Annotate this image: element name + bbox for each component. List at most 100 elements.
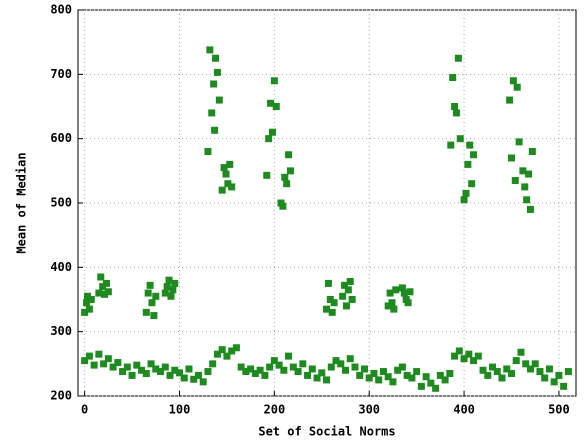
point (536, 368, 544, 376)
point (342, 302, 350, 310)
point (266, 363, 274, 371)
point (167, 292, 175, 300)
point (270, 77, 278, 85)
point (142, 308, 150, 316)
point (474, 352, 482, 360)
point (384, 302, 392, 310)
point (268, 128, 276, 136)
point (468, 180, 476, 188)
point (386, 289, 394, 297)
point (403, 371, 411, 379)
point (521, 183, 529, 191)
point (256, 366, 264, 374)
point (365, 374, 373, 382)
point (232, 344, 240, 352)
point (519, 167, 527, 175)
point (138, 366, 146, 374)
point (157, 368, 165, 376)
point (451, 103, 459, 110)
point (555, 371, 563, 379)
point (100, 360, 108, 368)
point (451, 352, 459, 360)
y-tick-label: 500 (50, 196, 72, 210)
point (123, 363, 131, 371)
point (102, 279, 110, 287)
point (470, 357, 478, 365)
point (251, 369, 259, 377)
point (522, 360, 530, 368)
point (119, 368, 127, 376)
point (398, 363, 406, 371)
point (247, 365, 255, 373)
y-tick-label: 600 (50, 131, 72, 145)
point (270, 357, 278, 365)
point (212, 54, 220, 62)
point (261, 371, 269, 379)
point (218, 186, 226, 194)
point (165, 276, 173, 284)
point (213, 350, 221, 358)
point (422, 373, 430, 381)
point (218, 346, 226, 354)
point (222, 170, 230, 178)
point (509, 77, 517, 85)
point (379, 368, 387, 376)
point (341, 366, 349, 374)
point (332, 357, 340, 365)
point (272, 103, 280, 110)
point (330, 299, 338, 307)
point (281, 173, 289, 181)
point (208, 109, 216, 117)
point (388, 299, 396, 307)
point (323, 305, 331, 313)
point (224, 180, 232, 188)
point (327, 363, 335, 371)
point (185, 365, 193, 373)
point (228, 183, 236, 191)
point (148, 299, 156, 307)
point (109, 363, 117, 371)
point (209, 360, 217, 368)
x-tick-label: 400 (453, 403, 475, 417)
point (384, 373, 392, 381)
point (199, 378, 207, 386)
point (146, 281, 154, 289)
point (97, 273, 105, 281)
point (441, 376, 449, 384)
point (541, 374, 549, 382)
point (339, 292, 347, 300)
point (128, 371, 136, 379)
point (85, 352, 93, 360)
point (324, 279, 332, 287)
point (83, 299, 91, 307)
point (304, 371, 312, 379)
y-axis-label: Mean of Median (15, 152, 29, 253)
y-tick-label: 800 (50, 3, 72, 17)
point (550, 378, 558, 386)
point (237, 363, 245, 371)
point (337, 360, 345, 368)
point (493, 368, 501, 376)
point (313, 374, 321, 382)
point (83, 292, 91, 300)
point (360, 365, 368, 373)
point (392, 286, 400, 294)
point (147, 360, 155, 368)
point (220, 164, 228, 172)
point (90, 361, 98, 369)
point (507, 369, 515, 377)
point (142, 369, 150, 377)
point (470, 151, 478, 159)
point (436, 371, 444, 379)
point (194, 371, 202, 379)
point (389, 378, 397, 386)
point (286, 167, 294, 175)
point (265, 135, 273, 143)
point (150, 312, 158, 320)
point (465, 350, 473, 358)
point (190, 375, 198, 383)
point (171, 366, 179, 374)
point (398, 284, 406, 292)
point (95, 350, 103, 358)
x-tick-label: 200 (264, 403, 286, 417)
